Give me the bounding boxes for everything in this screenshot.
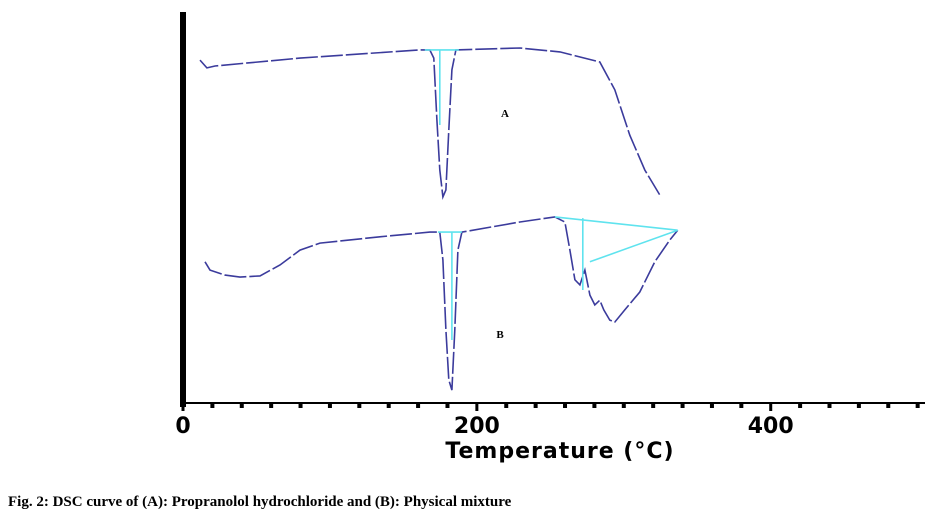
- curve: [424, 49, 678, 340]
- minor-tick: [739, 403, 744, 408]
- minor-tick: [327, 403, 332, 408]
- minor-tick: [886, 403, 891, 408]
- minor-tick: [386, 403, 391, 408]
- minor-tick: [856, 403, 861, 408]
- minor-tick: [798, 403, 803, 408]
- x-tick-label: 200: [454, 414, 500, 439]
- caption: Fig. 2: DSC curve of (A): Propranolol hy…: [8, 494, 512, 510]
- minor-tick: [915, 403, 920, 408]
- minor-tick: [210, 403, 215, 408]
- curve: [204, 216, 679, 391]
- minor-tick: [357, 403, 362, 408]
- minor-tick: [709, 403, 714, 408]
- minor-tick: [298, 403, 303, 408]
- x-axis-label: Temperature (°C): [445, 439, 674, 464]
- minor-tick: [416, 403, 421, 408]
- minor-tick: [651, 403, 656, 408]
- annotation: B: [496, 329, 504, 341]
- curve: [199, 47, 661, 200]
- minor-tick: [621, 403, 626, 408]
- minor-tick: [533, 403, 538, 408]
- minor-tick: [680, 403, 685, 408]
- minor-tick: [563, 403, 568, 408]
- minor-tick: [269, 403, 274, 408]
- minor-tick: [445, 403, 450, 408]
- x-tick-label: 0: [175, 414, 190, 439]
- annotation: A: [501, 108, 509, 120]
- minor-tick: [504, 403, 509, 408]
- minor-tick: [592, 403, 597, 408]
- minor-tick: [827, 403, 832, 408]
- minor-tick: [239, 403, 244, 408]
- x-tick-label: 400: [748, 414, 794, 439]
